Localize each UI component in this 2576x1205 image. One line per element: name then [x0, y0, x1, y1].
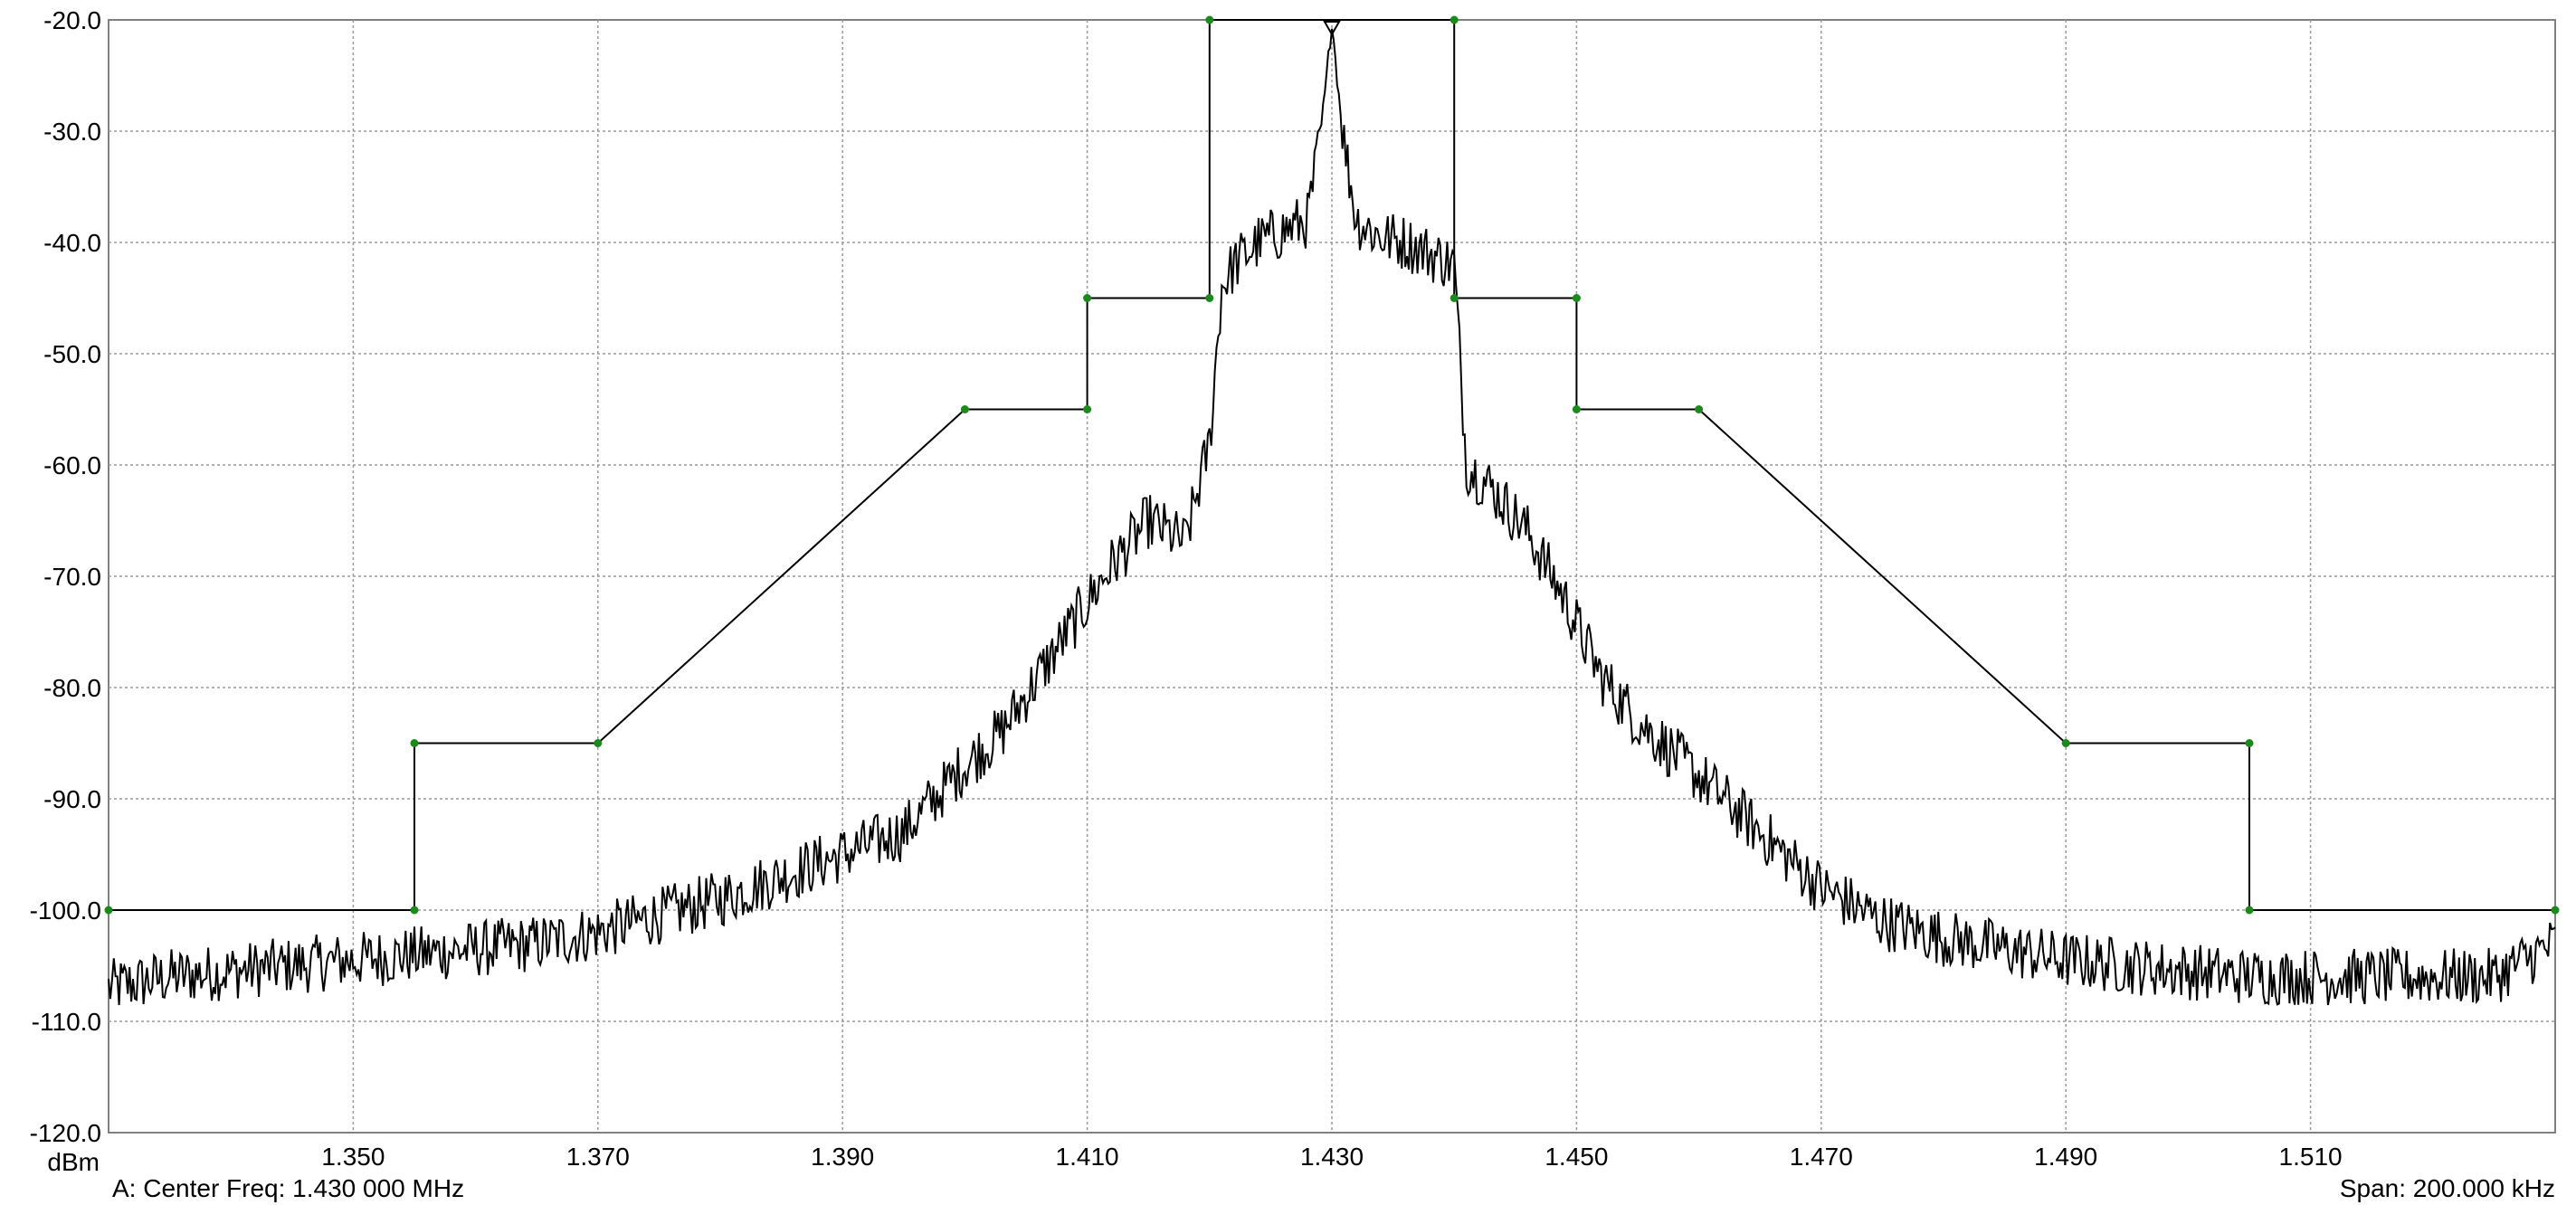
y-tick-label: -90.0	[43, 785, 101, 813]
mask-point[interactable]	[960, 405, 969, 413]
center-marker-icon[interactable]	[1323, 21, 1341, 37]
x-tick-label: 1.470	[1790, 1143, 1853, 1171]
x-tick-label: 1.490	[2034, 1143, 2097, 1171]
x-tick-labels: 1.350 1.370 1.390 1.410 1.430 1.450 1.470 1.490…	[321, 1143, 2342, 1171]
spectrum-trace	[108, 28, 2556, 1006]
mask-point[interactable]	[1572, 294, 1581, 302]
x-tick-label: 1.350	[321, 1143, 385, 1171]
x-tick-label: 1.370	[566, 1143, 630, 1171]
grid-lines	[109, 20, 2555, 1133]
series-layer	[104, 15, 2560, 1006]
mask-point[interactable]	[2245, 739, 2254, 747]
y-tick-label: -50.0	[43, 340, 101, 368]
mask-point[interactable]	[1450, 15, 1459, 24]
mask-point[interactable]	[2245, 906, 2254, 915]
x-tick-label: 1.410	[1056, 1143, 1119, 1171]
mask-point[interactable]	[1450, 294, 1459, 302]
y-tick-label: -100.0	[30, 897, 101, 925]
x-tick-label: 1.450	[1545, 1143, 1608, 1171]
mask-point[interactable]	[1205, 15, 1214, 24]
y-tick-label: -20.0	[43, 6, 101, 34]
mask-point[interactable]	[1083, 294, 1092, 302]
y-tick-label: -40.0	[43, 229, 101, 257]
span-label: Span: 200.000 kHz	[2339, 1174, 2555, 1202]
x-tick-label: 1.390	[811, 1143, 874, 1171]
mask-point[interactable]	[104, 906, 113, 915]
mask-point[interactable]	[2551, 906, 2560, 915]
center-frequency-label: A: Center Freq: 1.430 000 MHz	[112, 1174, 465, 1202]
mask-point[interactable]	[1695, 405, 1704, 413]
x-tick-label: 1.510	[2279, 1143, 2343, 1171]
y-tick-label: -110.0	[32, 1008, 101, 1036]
y-axis-label: dBm	[47, 1148, 100, 1176]
x-tick-label: 1.430	[1300, 1143, 1364, 1171]
mask-point[interactable]	[1083, 405, 1092, 413]
y-tick-label: -60.0	[43, 451, 101, 479]
y-tick-label: -80.0	[43, 674, 101, 702]
y-tick-label: -70.0	[43, 563, 101, 591]
mask-point[interactable]	[1572, 405, 1581, 413]
mask-point[interactable]	[410, 739, 419, 747]
y-tick-label: -120.0	[30, 1119, 101, 1147]
y-tick-label: -30.0	[43, 118, 101, 146]
mask-point[interactable]	[594, 739, 603, 747]
mask-point[interactable]	[2061, 739, 2070, 747]
mask-point[interactable]	[410, 906, 419, 915]
mask-point[interactable]	[1205, 294, 1214, 302]
mask-line	[109, 19, 2555, 911]
y-tick-labels: -20.0 -30.0 -40.0 -50.0 -60.0 -70.0 -80.0 -90.0…	[30, 6, 101, 1147]
